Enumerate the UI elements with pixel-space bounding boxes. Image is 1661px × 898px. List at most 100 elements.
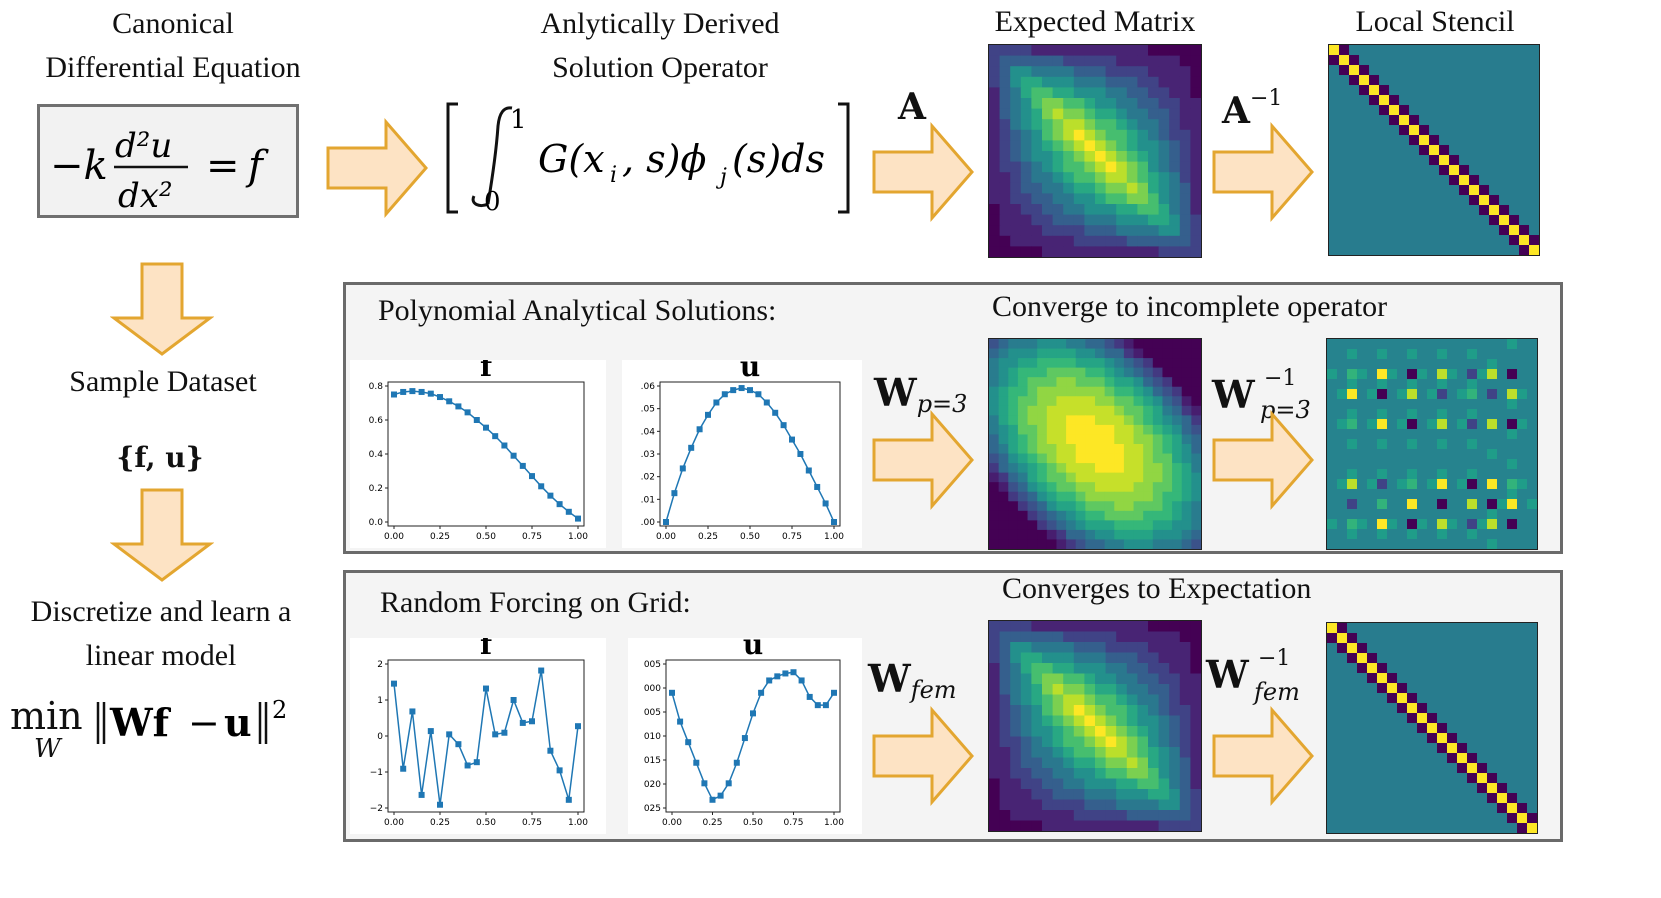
heatmap-cell <box>1377 429 1388 440</box>
heatmap-cell <box>1073 757 1085 769</box>
heatmap-cell <box>1387 369 1398 380</box>
heatmap-cell <box>1037 377 1048 388</box>
heatmap-cell <box>989 673 1001 685</box>
x-tick-label: 1.00 <box>824 818 844 828</box>
heatmap-cell <box>1449 45 1460 56</box>
heatmap-cell <box>1379 75 1390 86</box>
heatmap-cell <box>1126 736 1138 748</box>
heatmap-cell <box>1148 66 1160 78</box>
heatmap-cell <box>1379 185 1390 196</box>
heatmap-cell <box>1347 489 1358 500</box>
heatmap-cell <box>1479 135 1490 146</box>
heatmap-cell <box>989 705 1001 717</box>
heatmap-cell <box>1507 723 1518 734</box>
heatmap-cell <box>1116 768 1128 780</box>
heatmap-cell <box>1499 45 1510 56</box>
heatmap-cell <box>1367 409 1378 420</box>
heatmap-cell <box>1104 539 1115 549</box>
equation-title: Canonical Differential Equation <box>45 7 301 84</box>
heatmap-cell <box>1084 621 1096 633</box>
heatmap-cell <box>1517 379 1528 390</box>
heatmap-cell <box>1527 359 1537 370</box>
heatmap-cell <box>1126 652 1138 664</box>
heatmap-cell <box>1437 499 1448 510</box>
heatmap-cell <box>1116 663 1128 675</box>
heatmap-cell <box>1467 519 1478 530</box>
heatmap-cell <box>1063 820 1075 831</box>
heatmap-cell <box>1031 631 1043 643</box>
heatmap-cell <box>1419 185 1430 196</box>
heatmap-cell <box>1369 85 1380 96</box>
heatmap-cell <box>1437 409 1448 420</box>
heatmap-cell <box>1095 539 1106 549</box>
heatmap-cell <box>1429 195 1440 206</box>
heatmap-cell <box>1084 45 1096 57</box>
heatmap-cell <box>1037 491 1048 502</box>
heatmap-cell <box>1369 125 1380 136</box>
heatmap-cell <box>1367 733 1378 744</box>
heatmap-cell <box>1031 108 1043 120</box>
heatmap-cell <box>1190 172 1201 184</box>
heatmap-cell <box>1459 145 1470 156</box>
heatmap-cell <box>1449 65 1460 76</box>
heatmap-cell <box>1056 367 1067 378</box>
heatmap-cell <box>1181 367 1192 378</box>
heatmap-cell <box>1337 499 1348 510</box>
heatmap-cell <box>1399 175 1410 186</box>
heatmap-cell <box>1010 642 1022 654</box>
heatmap-cell <box>1417 823 1428 833</box>
svg-text:i: i <box>610 163 617 188</box>
heatmap-cell <box>989 405 1000 416</box>
heatmap-cell <box>1529 85 1539 96</box>
heatmap-cell <box>1063 631 1075 643</box>
heatmap-cell <box>1459 245 1470 255</box>
heatmap-cell <box>1437 469 1448 480</box>
y-tick-label: .06 <box>641 382 656 392</box>
heatmap-cell <box>1148 631 1160 643</box>
heatmap-cell <box>1449 205 1460 216</box>
heatmap-cell <box>1179 151 1191 163</box>
x-tick-label: 0.00 <box>656 532 676 542</box>
heatmap-cell <box>1046 434 1058 445</box>
heatmap-cell <box>1457 479 1468 490</box>
heatmap-cell <box>1037 367 1048 378</box>
heatmap-cell <box>1116 705 1128 717</box>
heatmap-cell <box>989 225 1001 237</box>
heatmap-cell <box>1497 683 1508 694</box>
heatmap-cell <box>1519 215 1530 226</box>
heatmap-cell <box>1126 214 1138 226</box>
heatmap-cell <box>1427 673 1438 684</box>
heatmap-cell <box>1181 415 1192 426</box>
heatmap-cell <box>1020 757 1032 769</box>
heatmap-cell <box>1487 743 1498 754</box>
heatmap-cell <box>1179 652 1191 664</box>
heatmap-cell <box>1056 424 1067 436</box>
heatmap-cell <box>1327 399 1338 410</box>
heatmap-cell <box>1467 459 1478 470</box>
heatmap-cell <box>1063 55 1075 67</box>
W-p3-inverse-label: W −1 p=3 <box>1212 366 1311 424</box>
heatmap-cell <box>1095 235 1107 247</box>
heatmap-cell <box>1084 652 1096 664</box>
heatmap-cell <box>1517 723 1528 734</box>
heatmap-cell <box>1137 726 1149 738</box>
heatmap-cell <box>1417 379 1428 390</box>
heatmap-cell <box>1169 161 1181 173</box>
heatmap-cell <box>1457 469 1468 480</box>
heatmap-cell <box>1469 95 1480 106</box>
heatmap-cell <box>1052 76 1064 88</box>
heatmap-cell <box>1066 339 1077 350</box>
heatmap-cell <box>1337 803 1348 814</box>
heatmap-cell <box>1010 726 1022 738</box>
heatmap-cell <box>1477 409 1488 420</box>
heatmap-cell <box>1172 396 1183 407</box>
heatmap-cell <box>1419 85 1430 96</box>
heatmap-cell <box>1095 520 1106 531</box>
heatmap-cell <box>1158 76 1170 88</box>
heatmap-cell <box>1085 339 1096 350</box>
heatmap-cell <box>1126 621 1138 633</box>
heatmap-cell <box>1469 225 1480 236</box>
y-tick-label: .04 <box>641 427 656 437</box>
heatmap-cell <box>1020 673 1032 685</box>
heatmap-cell <box>999 778 1011 790</box>
